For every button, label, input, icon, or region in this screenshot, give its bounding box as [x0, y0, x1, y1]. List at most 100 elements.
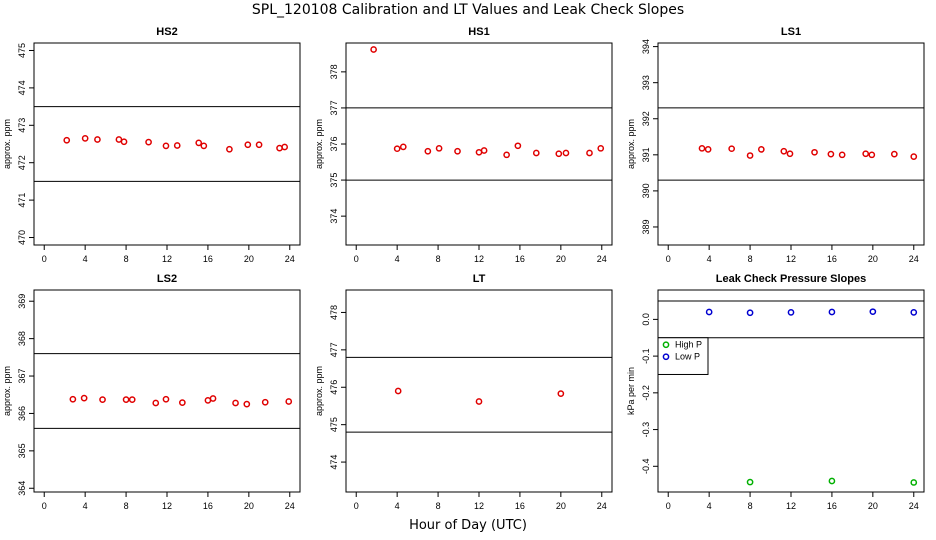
data-point	[811, 148, 818, 156]
x-tick-label: 0	[354, 501, 359, 511]
data-point	[838, 151, 846, 159]
data-point	[80, 394, 88, 402]
x-tick-label: 0	[666, 254, 671, 264]
y-tick-label: 476	[329, 380, 339, 395]
panel-title: LS1	[781, 26, 801, 38]
data-point	[746, 309, 754, 317]
x-tick-label: 24	[597, 501, 607, 511]
x-tick-label: 12	[786, 254, 796, 264]
plot-frame	[33, 289, 301, 493]
data-point	[746, 152, 754, 159]
x-tick-label: 12	[162, 254, 172, 264]
data-point	[827, 150, 835, 158]
x-tick-label: 24	[285, 254, 295, 264]
data-point	[435, 144, 443, 152]
x-tick-label: 20	[556, 254, 566, 264]
legend-label: Low P	[675, 352, 700, 362]
y-tick-label: -0.3	[641, 422, 651, 438]
data-point	[195, 139, 203, 147]
data-point	[910, 479, 918, 486]
data-point	[787, 309, 795, 316]
x-tick-label: 4	[395, 254, 400, 264]
y-tick-label: 375	[329, 173, 339, 188]
x-tick-label: 20	[244, 501, 254, 511]
x-tick-label: 20	[244, 254, 254, 264]
data-point	[890, 150, 898, 158]
figure-x-axis-label: Hour of Day (UTC)	[409, 518, 527, 533]
y-tick-label: 365	[17, 443, 27, 458]
data-point	[394, 387, 402, 395]
y-axis-label: kPa per min	[626, 367, 636, 415]
data-point	[862, 150, 870, 158]
y-tick-label: 471	[17, 193, 27, 208]
data-point	[704, 146, 712, 153]
y-tick-label: 392	[641, 111, 651, 126]
plot-frame	[345, 42, 613, 246]
y-axis-label: approx. ppm	[314, 119, 324, 169]
x-tick-label: 8	[436, 254, 441, 264]
x-tick-label: 4	[395, 501, 400, 511]
y-tick-label: 475	[329, 417, 339, 432]
y-tick-label: 475	[17, 43, 27, 58]
y-tick-label: 393	[641, 75, 651, 90]
data-point	[255, 141, 263, 149]
x-tick-label: 16	[203, 501, 213, 511]
panel-title: Leak Check Pressure Slopes	[716, 273, 866, 285]
y-tick-label: 367	[17, 369, 27, 384]
x-tick-label: 8	[124, 254, 129, 264]
panel-4: LS2 0 4 8 12 16 20 24 364 365 366 367 368 369 approx. …	[2, 273, 301, 511]
legend: High P Low P	[657, 337, 709, 375]
x-tick-label: 12	[162, 501, 172, 511]
x-tick-label: 0	[666, 501, 671, 511]
data-point	[173, 142, 181, 149]
data-point	[503, 151, 510, 159]
y-tick-label: 394	[641, 39, 651, 54]
data-point	[243, 400, 251, 408]
y-tick-label: -0.2	[641, 385, 651, 401]
data-point	[399, 143, 407, 151]
x-tick-label: 16	[827, 501, 837, 511]
y-tick-label: 368	[17, 331, 27, 346]
data-point	[226, 145, 233, 153]
panel-2: HS1 0 4 8 12 16 20 24 374 375 376 377 378 approx. ppm	[314, 26, 613, 264]
data-point	[99, 396, 106, 403]
data-point	[555, 150, 563, 158]
data-point	[152, 399, 160, 407]
y-tick-label: 364	[17, 481, 27, 496]
data-point	[746, 478, 754, 486]
legend-marker	[662, 353, 670, 361]
x-tick-label: 0	[42, 254, 47, 264]
y-tick-label: 477	[329, 342, 339, 357]
data-point	[162, 395, 170, 403]
data-point	[122, 396, 130, 403]
y-tick-label: 0.0	[641, 313, 651, 326]
x-tick-label: 20	[556, 501, 566, 511]
data-point	[209, 395, 217, 402]
data-point	[514, 142, 522, 150]
data-point	[63, 136, 71, 144]
data-point	[557, 390, 565, 397]
plot-frame	[657, 42, 925, 246]
data-point	[370, 46, 377, 53]
data-point	[586, 149, 593, 157]
y-tick-label: 374	[329, 209, 339, 224]
y-tick-label: 391	[641, 147, 651, 162]
data-point	[705, 308, 713, 316]
legend-marker	[662, 341, 670, 349]
y-tick-label: 473	[17, 118, 27, 133]
panel-1: HS2 0 4 8 12 16 20 24 470 471 472 473 474 475 approx. …	[2, 26, 301, 264]
data-point	[128, 396, 136, 403]
plot-frame	[657, 289, 925, 493]
data-point	[244, 141, 252, 149]
x-tick-label: 16	[515, 501, 525, 511]
data-point	[94, 136, 101, 143]
data-point	[910, 153, 918, 160]
y-axis-label: approx. ppm	[626, 119, 636, 169]
x-tick-label: 16	[515, 254, 525, 264]
data-point	[475, 398, 483, 405]
data-point	[757, 146, 765, 153]
data-point	[120, 138, 128, 146]
data-point	[145, 138, 152, 146]
data-point	[910, 309, 918, 316]
x-tick-label: 4	[707, 501, 712, 511]
